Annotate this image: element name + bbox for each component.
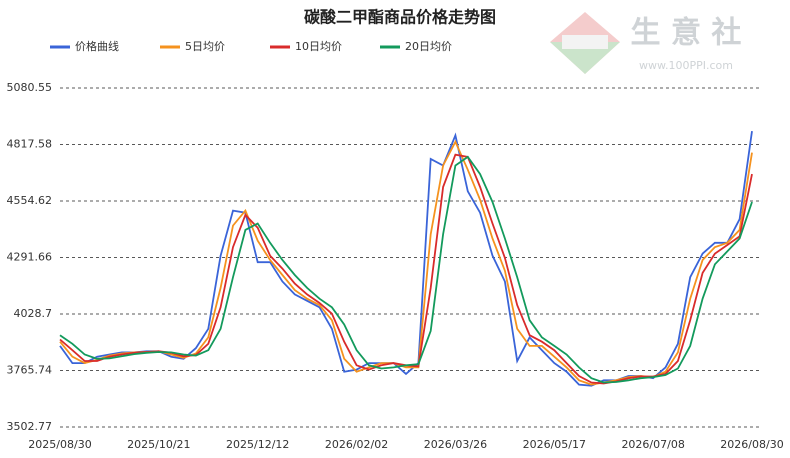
x-tick-label: 2026/05/17: [523, 438, 586, 451]
series-line: [59, 155, 753, 384]
series-line: [59, 130, 753, 387]
legend-label: 20日均价: [405, 40, 452, 53]
watermark-name: 生 意 社: [631, 16, 742, 51]
x-tick-label: 2026/08/30: [720, 438, 783, 451]
x-tick-label: 2026/07/08: [621, 438, 684, 451]
y-tick-label: 4554.62: [7, 194, 53, 207]
y-tick-label: 4291.66: [7, 251, 53, 264]
series-line: [59, 153, 753, 385]
x-tick-label: 2025/10/21: [127, 438, 190, 451]
x-tick-label: 2025/12/12: [226, 438, 289, 451]
y-tick-label: 3502.77: [7, 420, 53, 433]
x-tick-label: 2026/02/02: [325, 438, 388, 451]
y-tick-label: 4817.58: [7, 138, 53, 151]
x-tick-label: 2026/03/26: [424, 438, 487, 451]
y-tick-label: 3765.74: [7, 363, 53, 376]
x-tick-label: 2025/08/30: [28, 438, 91, 451]
legend-label: 10日均价: [295, 40, 342, 53]
chart-title: 碳酸二甲酯商品价格走势图: [304, 8, 496, 27]
y-tick-label: 4028.7: [14, 307, 53, 320]
series-line: [59, 139, 753, 386]
legend-label: 价格曲线: [75, 39, 119, 53]
watermark-url: www.100PPI.com: [639, 59, 733, 72]
y-tick-label: 5080.55: [7, 81, 53, 94]
watermark-logo: [550, 12, 620, 74]
legend-label: 5日均价: [185, 40, 225, 53]
